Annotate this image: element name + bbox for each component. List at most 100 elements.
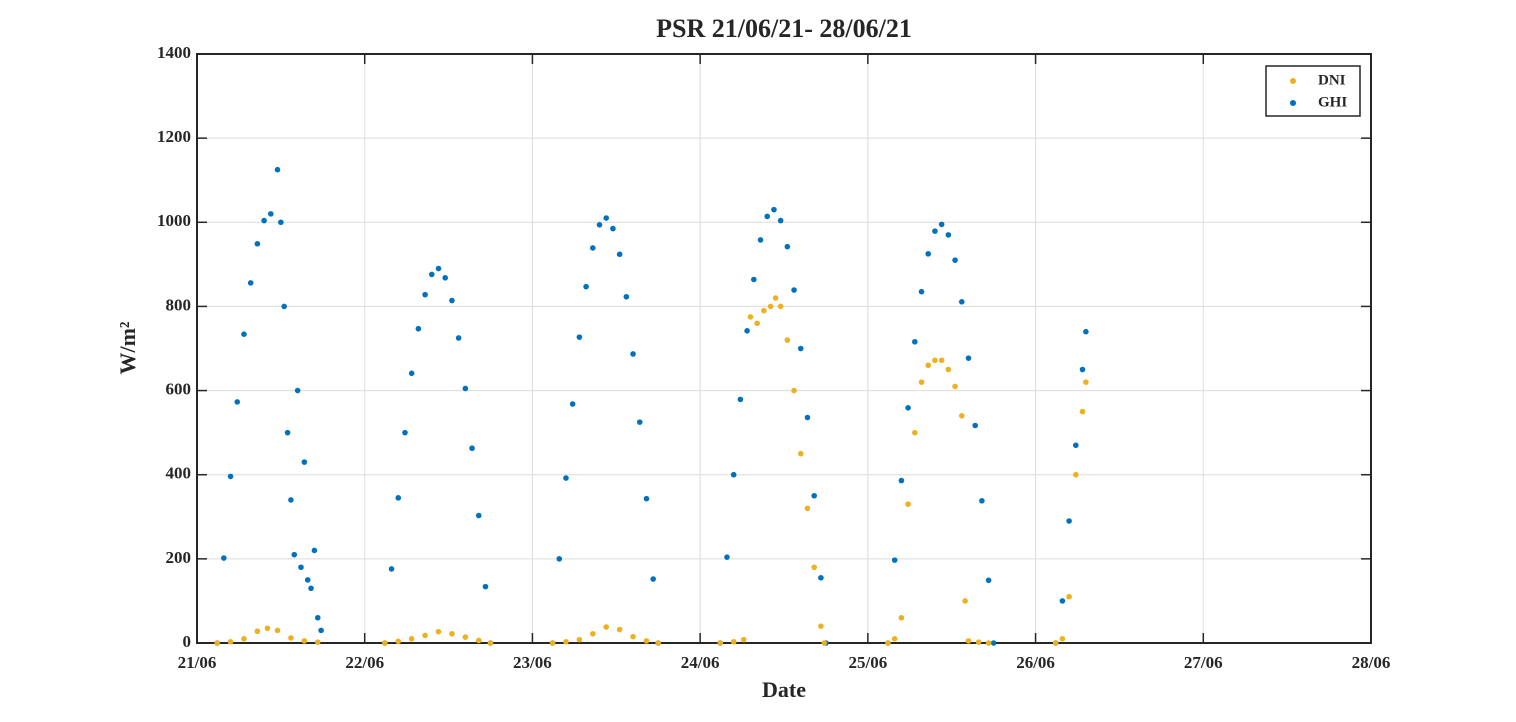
point	[274, 627, 281, 634]
point	[288, 635, 294, 641]
point	[314, 614, 321, 621]
point	[583, 283, 589, 290]
point	[912, 429, 918, 436]
x-tick-label: 25/06	[848, 653, 887, 672]
x-tick-label: 26/06	[1016, 653, 1055, 672]
point	[784, 337, 791, 343]
point	[234, 399, 241, 405]
point	[1073, 442, 1079, 449]
point	[1073, 471, 1079, 478]
series	[214, 295, 1089, 646]
point	[791, 387, 797, 394]
point	[797, 345, 804, 352]
point	[898, 614, 905, 621]
point	[1083, 328, 1089, 335]
point	[247, 280, 254, 286]
point	[958, 413, 965, 419]
point	[643, 495, 650, 502]
point	[1079, 408, 1086, 415]
point	[767, 303, 774, 310]
point	[818, 623, 824, 629]
point	[1059, 598, 1066, 604]
point	[241, 331, 247, 337]
y-tick-label: 1000	[157, 211, 191, 230]
point	[311, 547, 318, 554]
x-tick-label: 21/06	[178, 653, 217, 672]
x-tick-label: 27/06	[1184, 653, 1223, 672]
point	[449, 297, 455, 304]
point	[885, 640, 891, 646]
point	[616, 626, 623, 633]
point	[388, 566, 395, 572]
point	[724, 554, 730, 560]
point	[630, 351, 636, 357]
point	[990, 640, 997, 646]
point	[301, 638, 308, 644]
point	[569, 401, 576, 407]
point	[274, 166, 281, 173]
point	[294, 387, 301, 394]
point	[596, 222, 603, 228]
point	[932, 357, 938, 364]
point	[891, 557, 898, 563]
point	[304, 577, 311, 583]
point	[308, 585, 314, 592]
point	[284, 429, 291, 436]
point	[985, 577, 992, 584]
point	[449, 630, 455, 637]
point	[797, 450, 804, 457]
point	[905, 501, 911, 507]
point	[603, 215, 610, 221]
point	[821, 640, 828, 646]
point	[301, 459, 308, 465]
x-axis-label: Date	[762, 677, 806, 702]
point	[435, 265, 442, 272]
chart-title: PSR 21/06/21- 28/06/21	[656, 14, 912, 43]
point	[965, 355, 972, 361]
point	[318, 627, 324, 634]
point	[462, 385, 469, 392]
point	[221, 555, 227, 561]
point	[754, 320, 760, 327]
point	[898, 477, 905, 484]
point	[744, 328, 750, 334]
point	[563, 638, 569, 645]
point	[214, 640, 220, 646]
point	[784, 243, 791, 250]
point	[590, 245, 596, 251]
point	[623, 293, 630, 300]
point	[730, 471, 737, 478]
y-tick-label: 600	[166, 379, 192, 398]
point	[1059, 635, 1066, 642]
point	[435, 628, 442, 635]
point	[945, 366, 952, 373]
point	[905, 405, 911, 411]
point	[965, 638, 972, 644]
point	[952, 257, 958, 263]
point	[777, 303, 784, 310]
point	[422, 291, 428, 298]
point	[264, 625, 271, 632]
point	[610, 225, 616, 232]
point	[415, 325, 422, 332]
y-tick-label: 1400	[157, 43, 191, 62]
point	[429, 271, 435, 278]
point	[938, 357, 945, 364]
y-tick-label: 1200	[157, 127, 191, 146]
legend-marker	[1290, 78, 1296, 84]
point	[630, 633, 636, 640]
point	[932, 228, 938, 234]
point	[771, 206, 777, 213]
point	[402, 429, 408, 436]
point	[227, 638, 234, 645]
point	[811, 492, 817, 499]
plot-frame	[196, 53, 1372, 644]
point	[261, 217, 267, 224]
point	[442, 275, 449, 281]
point	[267, 211, 274, 217]
point	[717, 640, 724, 646]
point	[1079, 366, 1086, 373]
point	[469, 445, 475, 452]
point	[241, 635, 247, 642]
